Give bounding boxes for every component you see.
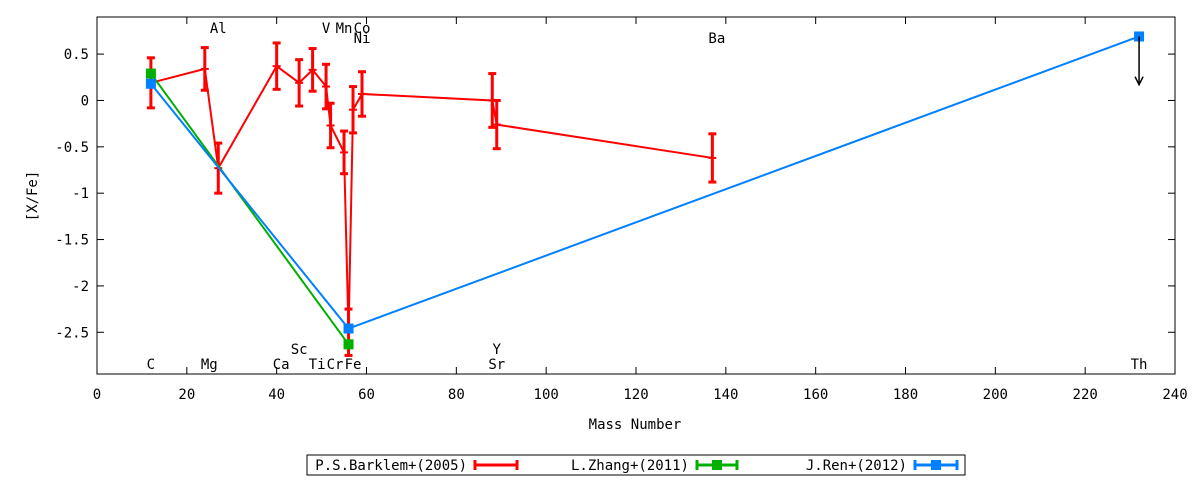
- element-label-sr: Sr: [488, 357, 505, 373]
- data-point: [145, 78, 156, 89]
- y-axis-ticks: 0.5 0 -0.5 -1 -1.5 -2 -2.5: [55, 47, 1175, 341]
- element-label-al: Al: [210, 21, 227, 37]
- x-tick-label: 80: [448, 387, 465, 403]
- legend-label-3: J.Ren+(2012): [806, 458, 907, 474]
- element-label-c: C: [147, 357, 155, 373]
- plot-axes: [96, 16, 1176, 375]
- series-line: [150, 64, 713, 333]
- series-1: [146, 41, 717, 357]
- upper-limit-arrow-head: [1134, 76, 1144, 87]
- legend-label-2: L.Zhang+(2011): [571, 458, 689, 474]
- element-label-ni: Ni: [354, 31, 371, 47]
- data-point: [145, 68, 156, 79]
- y-tick-label: -0.5: [55, 140, 89, 156]
- plot-frame: [96, 16, 1176, 375]
- element-label-fe: Fe: [345, 357, 362, 373]
- data-point: [343, 323, 354, 334]
- x-tick-label: 120: [623, 387, 648, 403]
- x-tick-label: 220: [1073, 387, 1098, 403]
- x-tick-label: 200: [983, 387, 1008, 403]
- legend-label-1: P.S.Barklem+(2005): [315, 458, 467, 474]
- y-tick-label: -1: [72, 186, 89, 202]
- element-label-cr: Cr: [327, 357, 344, 373]
- upper-limit-layer: [1134, 36, 1144, 87]
- element-label-y: Y: [493, 342, 502, 358]
- y-tick-label: 0.5: [64, 47, 89, 63]
- data-point: [343, 339, 354, 350]
- y-tick-label: 0: [81, 93, 89, 109]
- legend-marker: [712, 460, 722, 470]
- x-tick-label: 240: [1162, 387, 1187, 403]
- x-tick-label: 180: [893, 387, 918, 403]
- y-tick-label: -2: [72, 279, 89, 295]
- x-axis-label: Mass Number: [589, 417, 682, 433]
- data-point: [1134, 31, 1145, 42]
- element-label-ti: Ti: [309, 357, 326, 373]
- series-layer: [145, 31, 1145, 357]
- x-tick-label: 20: [178, 387, 195, 403]
- x-tick-label: 160: [803, 387, 828, 403]
- legend: P.S.Barklem+(2005) L.Zhang+(2011) J.Ren+(2…: [306, 454, 966, 476]
- y-axis-label: [X/Fe]: [25, 171, 41, 222]
- x-axis-ticks: 0 20 40 60 80 100 120 140 160 180 200 220 240: [93, 17, 1188, 403]
- x-tick-label: 100: [534, 387, 559, 403]
- legend-box: [306, 454, 966, 476]
- legend-marker: [931, 460, 941, 470]
- element-label-th: Th: [1131, 357, 1148, 373]
- element-label-mg: Mg: [201, 357, 218, 373]
- element-label-mn: Mn: [336, 21, 353, 37]
- x-tick-label: 40: [268, 387, 285, 403]
- y-tick-label: -2.5: [55, 325, 89, 341]
- element-label-co: Co: [354, 21, 371, 37]
- y-tick-label: -1.5: [55, 233, 89, 249]
- element-label-ca: Ca: [273, 357, 290, 373]
- series-2: [145, 68, 354, 350]
- x-tick-label: 60: [358, 387, 375, 403]
- x-tick-label: 140: [713, 387, 738, 403]
- element-label-sc: Sc: [291, 342, 308, 358]
- x-tick-label: 0: [93, 387, 101, 403]
- element-label-v: V: [322, 21, 331, 37]
- element-label-ba: Ba: [708, 31, 725, 47]
- series-3: [145, 31, 1145, 334]
- series-line: [150, 72, 350, 345]
